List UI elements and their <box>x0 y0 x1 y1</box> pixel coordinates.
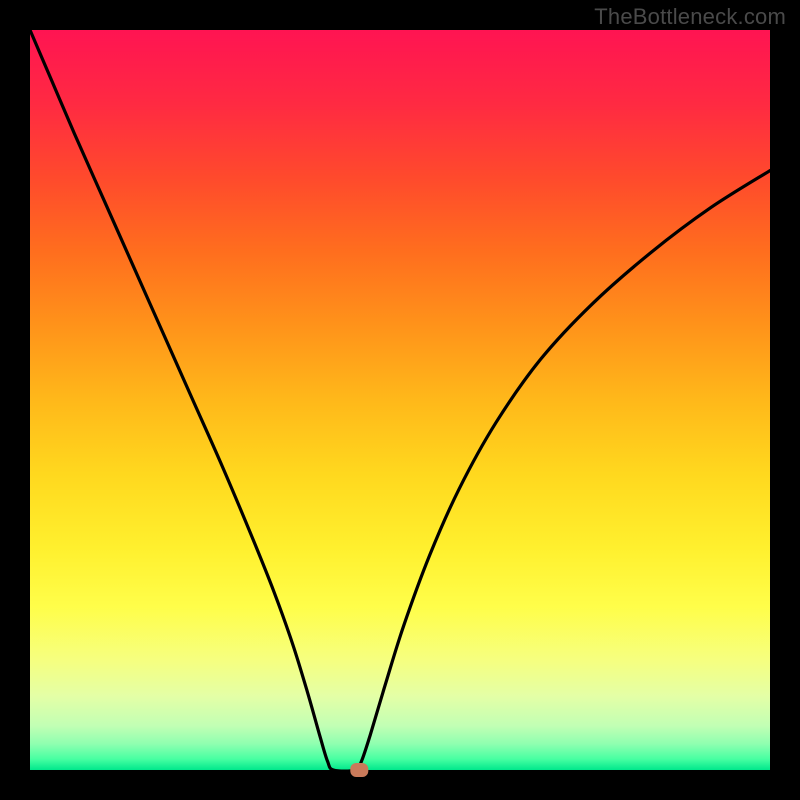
watermark-text: TheBottleneck.com <box>594 4 786 30</box>
chart-container: TheBottleneck.com <box>0 0 800 800</box>
plot-background <box>30 30 770 770</box>
optimal-point-marker <box>350 763 368 777</box>
bottleneck-chart-svg <box>0 0 800 800</box>
